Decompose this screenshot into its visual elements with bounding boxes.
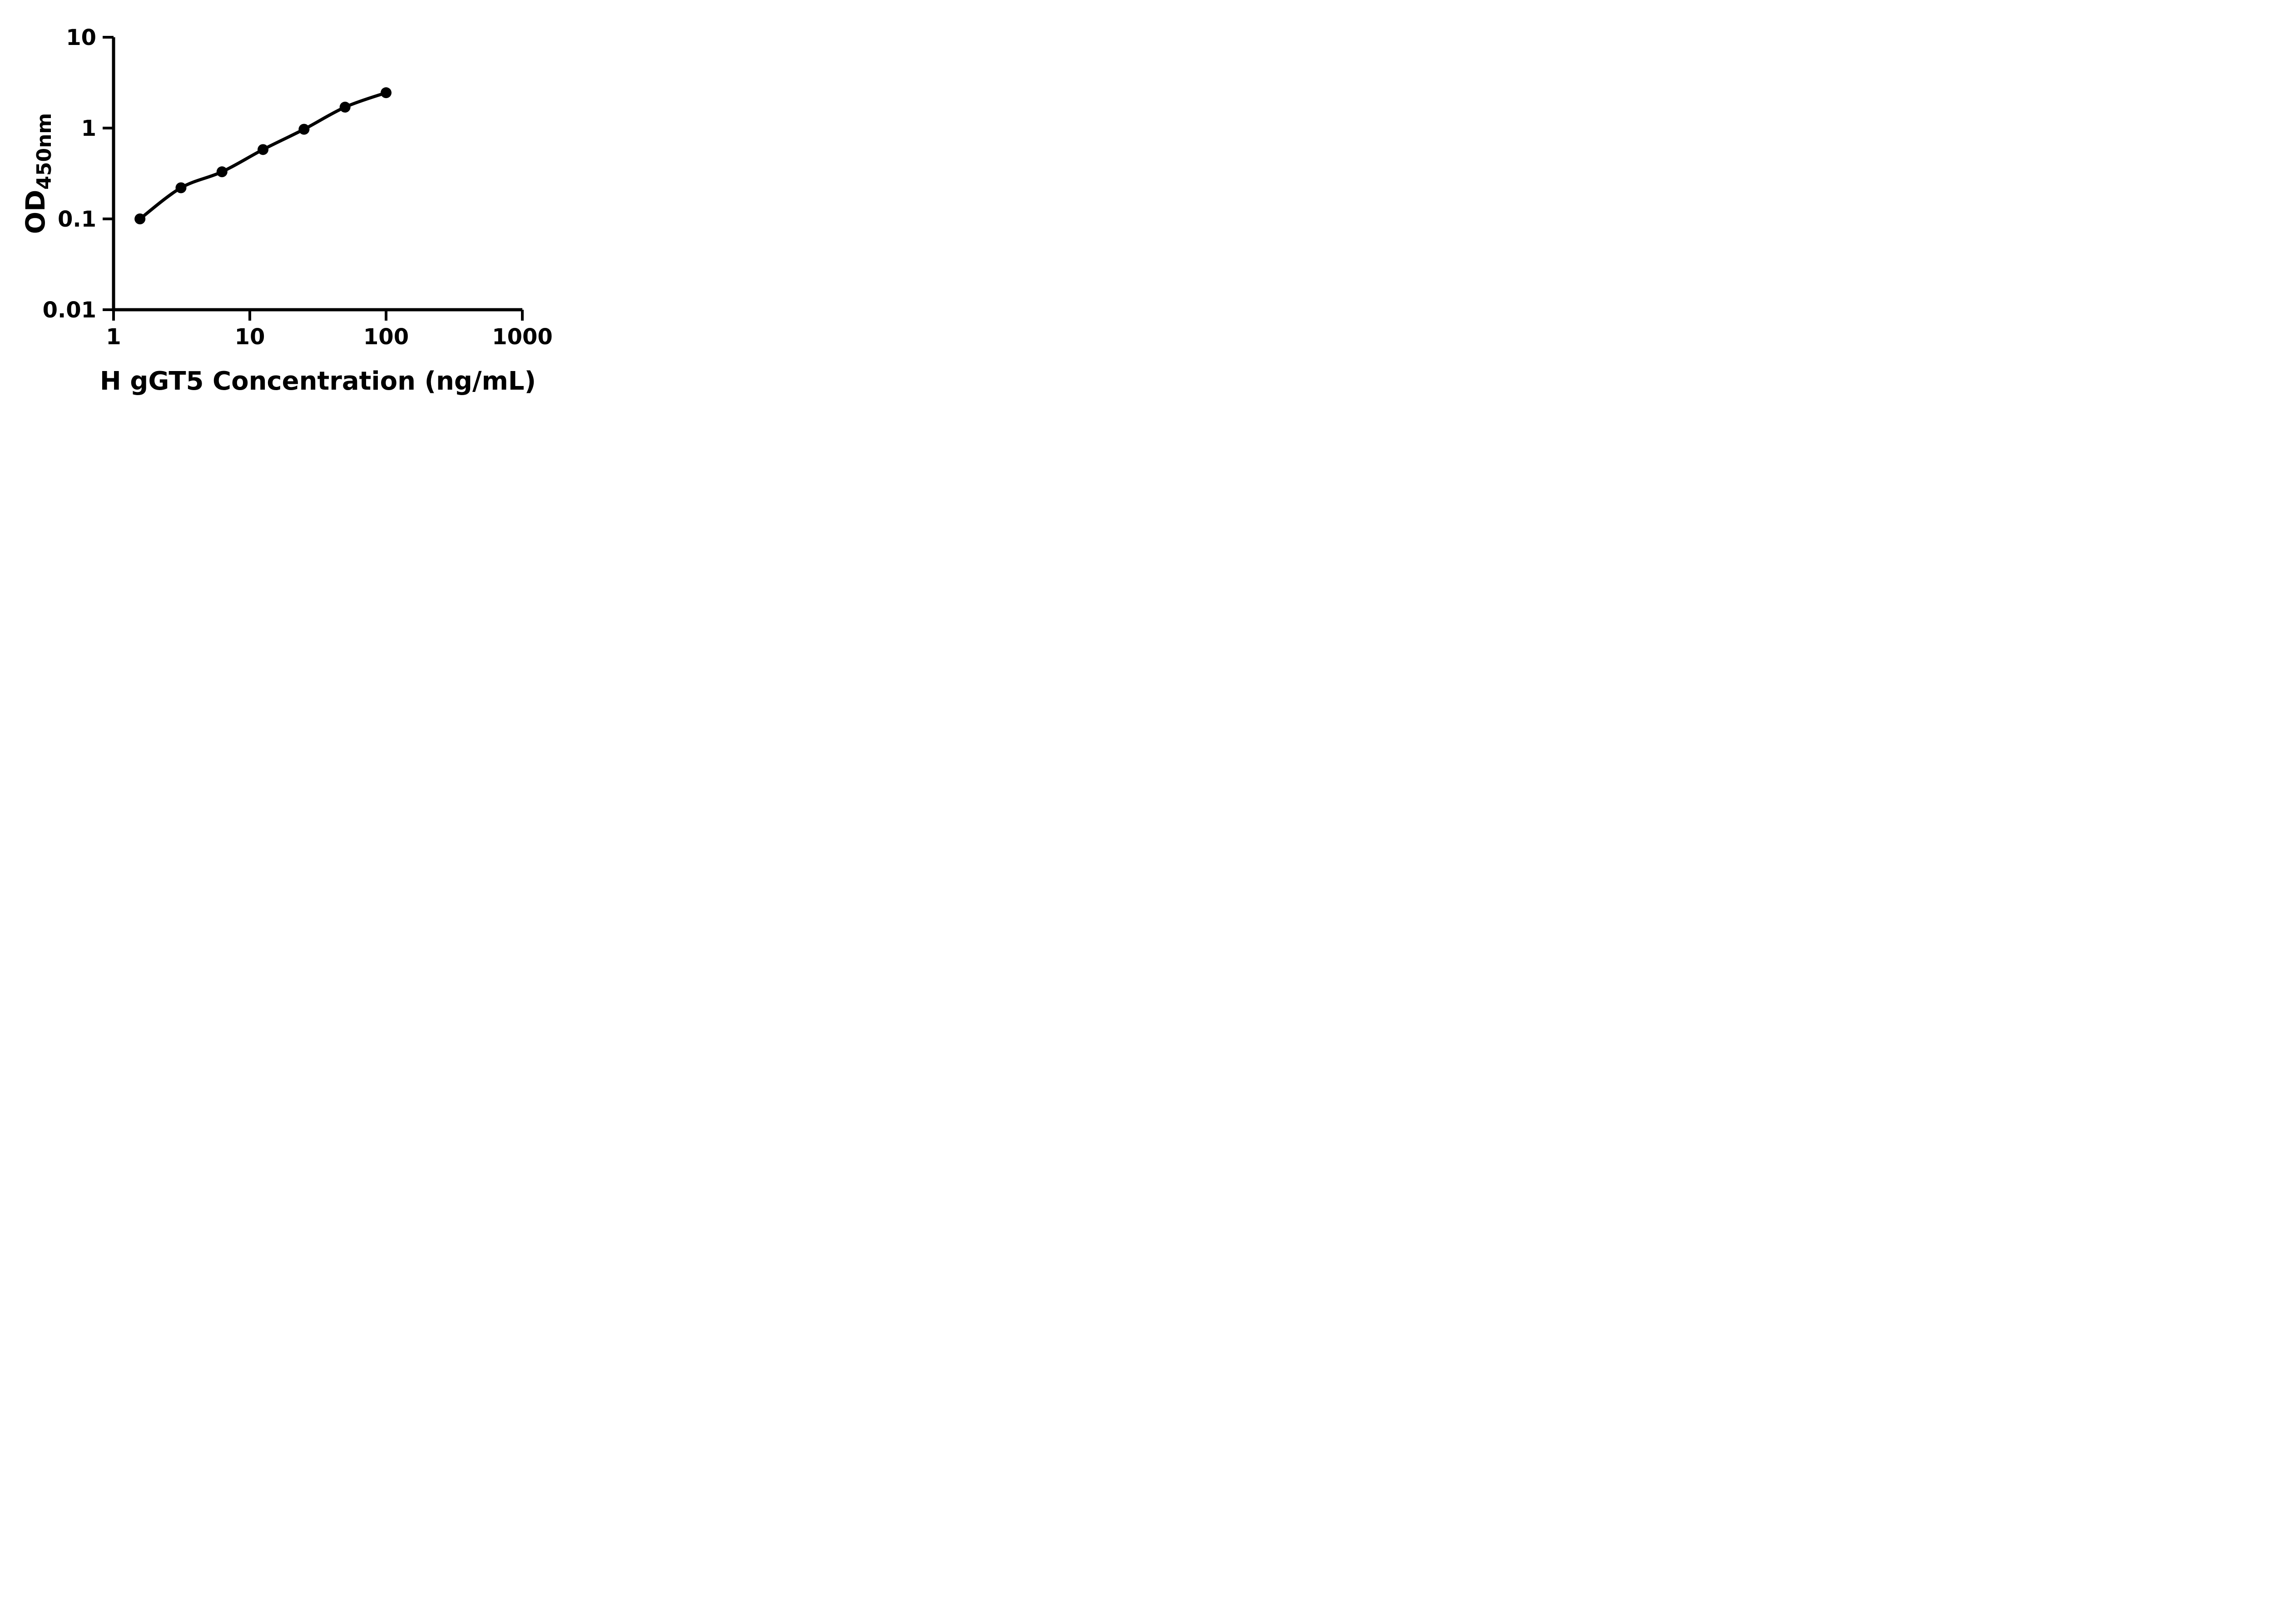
y-axis-ticks: 0.01 0.1 1 10 <box>43 25 114 323</box>
x-axis-ticks: 1 10 100 1000 <box>106 310 553 350</box>
y-axis-title-main: OD <box>20 190 51 234</box>
data-point <box>134 213 146 224</box>
y-tick-label: 0.1 <box>58 207 96 232</box>
data-point <box>339 101 351 113</box>
elisa-standard-curve-figure: 1 10 100 1000 0.01 0.1 1 10 H gGT5 Concentrati… <box>0 0 587 406</box>
y-tick-label: 10 <box>66 25 96 50</box>
data-points <box>134 87 392 224</box>
axis-lines <box>112 37 522 312</box>
y-axis-title: OD450nm <box>20 113 56 234</box>
data-point <box>175 182 187 193</box>
x-axis-title: H gGT5 Concentration (ng/mL) <box>100 366 536 396</box>
y-axis-title-subscript: 450nm <box>33 113 56 190</box>
fit-curve-line <box>139 91 387 220</box>
y-tick-label: 0.01 <box>43 297 96 323</box>
x-tick-label: 1000 <box>492 324 553 350</box>
standard-curve-chart: 1 10 100 1000 0.01 0.1 1 10 H gGT5 Concentrati… <box>20 25 553 396</box>
data-point <box>258 144 269 155</box>
x-tick-label: 100 <box>363 324 409 350</box>
data-point <box>381 87 392 99</box>
x-tick-label: 10 <box>235 324 265 350</box>
data-point <box>298 124 310 135</box>
y-tick-label: 1 <box>81 116 96 141</box>
x-tick-label: 1 <box>106 324 121 350</box>
data-point <box>216 166 228 178</box>
